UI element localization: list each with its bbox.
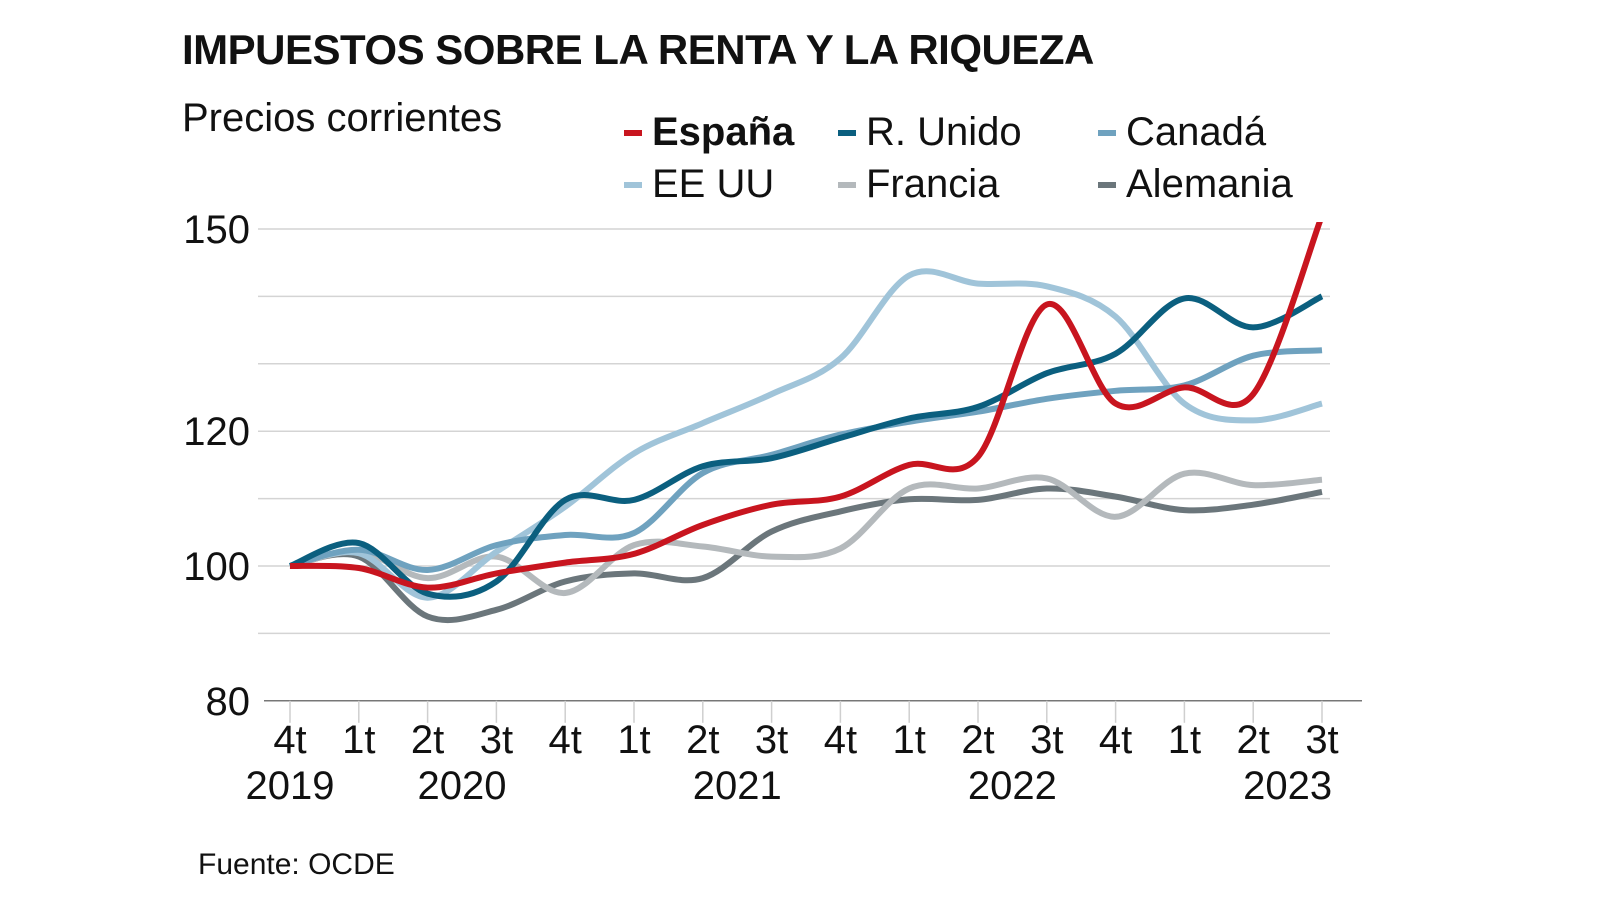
series-line-canada — [289, 347, 1323, 574]
y-tick-label: 150 — [183, 208, 250, 252]
series-line-ee-uu — [289, 268, 1323, 601]
y-tick-label: 80 — [206, 680, 251, 724]
y-tick-label: 120 — [183, 410, 250, 454]
chart-subtitle: Precios corrientes — [182, 96, 503, 140]
x-tick-label: 1t — [617, 718, 650, 762]
x-year-label: 2019 — [246, 764, 335, 808]
series-line-espana — [289, 222, 1323, 591]
x-year-label: 2020 — [418, 764, 507, 808]
x-tick-label: 1t — [893, 718, 926, 762]
legend-label: Francia — [866, 162, 1000, 206]
legend-item-ee-uu: EE UU — [624, 162, 774, 207]
x-year-label: 2023 — [1243, 764, 1332, 808]
x-tick-label: 1t — [1168, 718, 1201, 762]
x-tick-label: 2t — [411, 718, 444, 762]
series-line-r-unido — [288, 293, 1324, 600]
legend-swatch-francia — [838, 181, 856, 188]
legend-swatch-r-unido — [838, 129, 856, 136]
x-tick-label: 4t — [273, 718, 306, 762]
series-line-francia — [289, 469, 1323, 596]
x-tick-label: 4t — [549, 718, 582, 762]
series-lines — [288, 222, 1324, 624]
x-tick-label: 1t — [342, 718, 375, 762]
x-tick-label: 2t — [961, 718, 994, 762]
x-axis: 4t 1t 2t 3t 4t 1t 2t 3t 4t 1t 2t 3t 4t 1t 2t 3t 2019 2020… — [246, 700, 1339, 808]
legend-label: R. Unido — [866, 110, 1022, 154]
legend-swatch-espana — [624, 129, 642, 136]
legend-swatch-canada — [1098, 129, 1116, 136]
x-tick-label: 3t — [1305, 718, 1338, 762]
source-note: Fuente: OCDE — [198, 848, 395, 881]
legend-item-canada: Canadá — [1098, 110, 1266, 155]
legend-label: Canadá — [1126, 110, 1267, 154]
x-tick-label: 4t — [824, 718, 857, 762]
legend-swatch-alemania — [1098, 181, 1116, 188]
legend-item-alemania: Alemania — [1098, 162, 1293, 207]
series-line-alemania — [289, 485, 1323, 624]
legend-swatch-ee-uu — [624, 181, 642, 188]
legend-label: Alemania — [1126, 162, 1293, 206]
x-year-label: 2022 — [968, 764, 1057, 808]
chart-title: IMPUESTOS SOBRE LA RENTA Y LA RIQUEZA — [182, 26, 1094, 73]
y-tick-label: 100 — [183, 545, 250, 589]
x-tick-label: 3t — [755, 718, 788, 762]
y-axis-labels: 150 120 100 80 — [183, 208, 250, 724]
legend-item-espana: España — [624, 110, 794, 155]
x-tick-label: 3t — [1030, 718, 1063, 762]
x-tick-label: 4t — [1099, 718, 1132, 762]
legend-label: España — [652, 110, 795, 154]
legend-item-r-unido: R. Unido — [838, 110, 1022, 155]
x-year-label: 2021 — [693, 764, 782, 808]
x-tick-label: 3t — [480, 718, 513, 762]
legend-item-francia: Francia — [838, 162, 999, 207]
x-tick-label: 2t — [1237, 718, 1270, 762]
legend-label: EE UU — [652, 162, 775, 206]
x-tick-label: 2t — [686, 718, 719, 762]
